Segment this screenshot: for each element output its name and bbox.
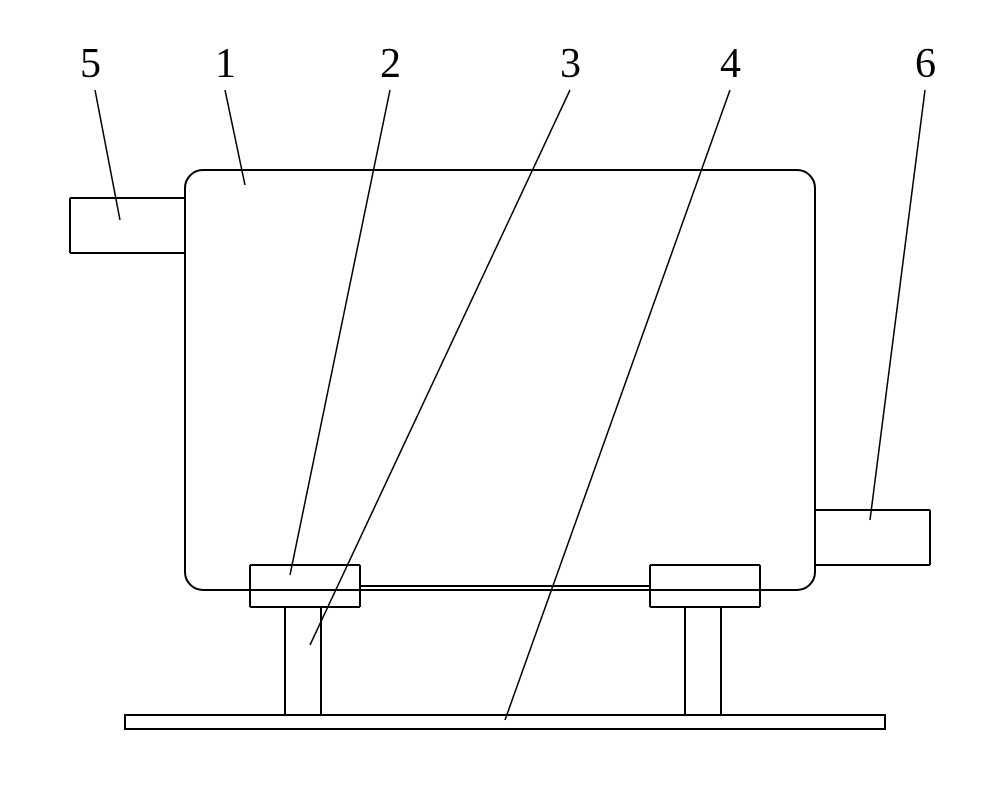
left-clamp xyxy=(250,565,360,607)
callout-label-5: 5 xyxy=(80,40,101,88)
leader-line-5 xyxy=(95,90,120,220)
callout-label-3: 3 xyxy=(560,40,581,88)
callout-label-4: 4 xyxy=(720,40,741,88)
diagram-svg xyxy=(0,0,1000,800)
right-leg xyxy=(685,607,721,715)
left-leg xyxy=(285,607,321,715)
callout-label-1: 1 xyxy=(215,40,236,88)
left-port xyxy=(70,198,185,253)
callout-label-2: 2 xyxy=(380,40,401,88)
leader-line-2 xyxy=(290,90,390,575)
leader-line-6 xyxy=(870,90,925,520)
callout-label-6: 6 xyxy=(915,40,936,88)
right-clamp xyxy=(650,565,760,607)
leader-line-3 xyxy=(310,90,570,645)
leader-line-4 xyxy=(505,90,730,720)
right-port xyxy=(815,510,930,565)
base-plate xyxy=(125,715,885,729)
main-body xyxy=(185,170,815,590)
